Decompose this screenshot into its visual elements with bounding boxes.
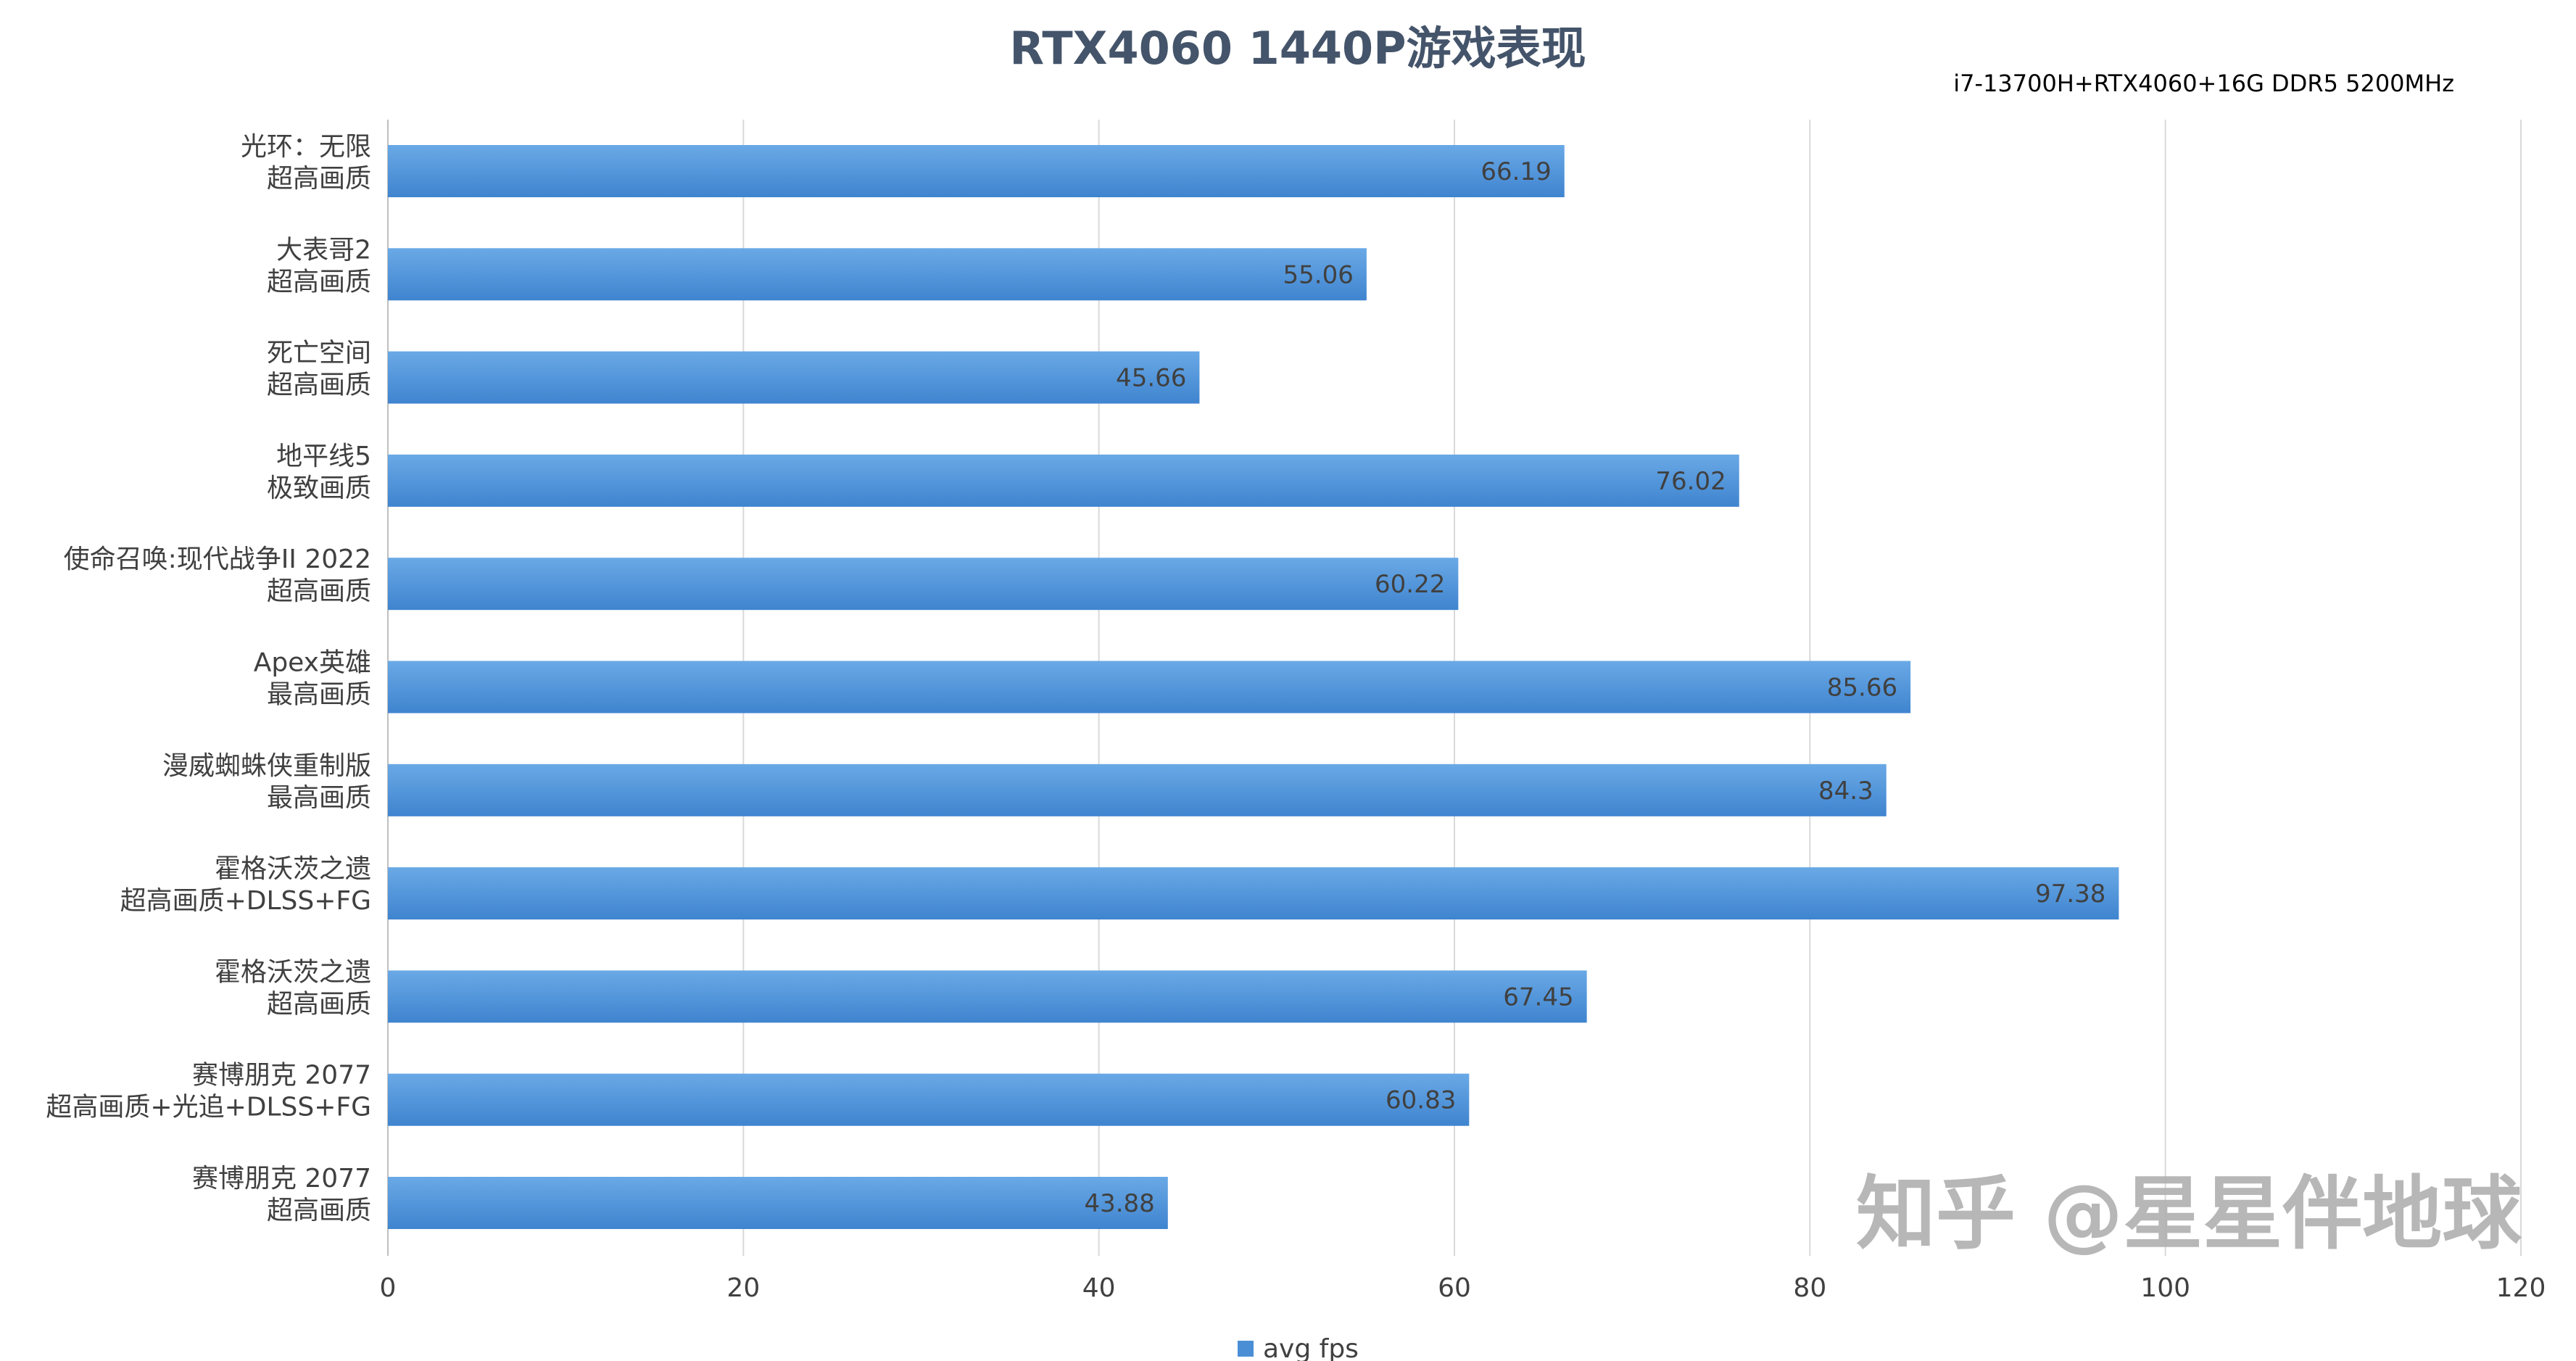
- data-label: 76.02: [1655, 467, 1726, 496]
- category-label: 赛博朋克 2077: [192, 1164, 371, 1194]
- category-label: 超高画质: [267, 267, 371, 297]
- data-label: 66.19: [1480, 157, 1551, 186]
- legend: avg fps: [1238, 1334, 1359, 1361]
- category-label: 极致画质: [267, 473, 371, 503]
- category-label: 霍格沃茨之遗: [215, 957, 371, 987]
- category-label: 超高画质: [267, 576, 371, 606]
- bars: 66.19 55.06 45.66 76.02 60.22 85.66 84.3 97.38 6…: [388, 145, 2119, 1229]
- x-tick-label: 60: [1438, 1273, 1471, 1303]
- data-label: 84.3: [1818, 777, 1873, 806]
- category-label: 赛博朋克 2077: [192, 1061, 371, 1091]
- category-label: 光环：无限: [241, 132, 371, 162]
- chart-subtitle: i7-13700H+RTX4060+16G DDR5 5200MHz: [1953, 70, 2454, 97]
- x-tick-label: 0: [380, 1273, 397, 1303]
- bar: [388, 764, 1887, 816]
- x-tick-label: 40: [1082, 1273, 1116, 1303]
- category-label: 地平线5: [276, 442, 371, 471]
- bar: [388, 1177, 1168, 1229]
- bar: [388, 1073, 1470, 1126]
- category-label: Apex英雄: [254, 648, 371, 678]
- data-label: 60.83: [1386, 1086, 1456, 1115]
- category-label: 使命召唤:现代战争II 2022: [64, 545, 371, 574]
- category-label: 漫威蜘蛛侠重制版: [162, 751, 371, 781]
- data-label: 85.66: [1827, 674, 1897, 703]
- category-label: 死亡空间: [267, 339, 371, 368]
- x-tick-label: 80: [1793, 1273, 1826, 1303]
- category-label: 超高画质: [267, 164, 371, 194]
- bar: [388, 454, 1739, 507]
- x-tick-label: 20: [726, 1273, 760, 1303]
- data-label: 67.45: [1503, 983, 1573, 1012]
- data-label: 60.22: [1375, 570, 1445, 599]
- data-label: 43.88: [1084, 1189, 1154, 1218]
- chart-title: RTX4060 1440P游戏表现: [1009, 22, 1586, 75]
- x-tick-label: 100: [2140, 1273, 2190, 1303]
- legend-label: avg fps: [1263, 1334, 1359, 1361]
- category-labels: 光环：无限超高画质大表哥2超高画质死亡空间超高画质地平线5极致画质使命召唤:现代…: [46, 132, 371, 1225]
- bar: [388, 867, 2119, 920]
- x-tick-label: 120: [2496, 1273, 2546, 1303]
- category-label: 最高画质: [267, 680, 371, 710]
- bar: [388, 248, 1367, 301]
- x-axis-ticks: 0 20 40 60 80 100 120: [380, 1273, 2546, 1303]
- category-label: 超高画质+DLSS+FG: [120, 886, 371, 916]
- bar: [388, 558, 1459, 611]
- category-label: 大表哥2: [276, 235, 371, 265]
- category-label: 超高画质: [267, 1196, 371, 1225]
- data-label: 97.38: [2035, 880, 2105, 909]
- legend-swatch: [1238, 1341, 1254, 1357]
- category-label: 超高画质: [267, 989, 371, 1019]
- category-label: 超高画质+光追+DLSS+FG: [46, 1093, 371, 1122]
- bar: [388, 970, 1587, 1023]
- data-label: 45.66: [1116, 364, 1186, 393]
- bar: [388, 351, 1200, 404]
- watermark: 知乎 @星星伴地球: [1856, 1167, 2522, 1260]
- data-label: 55.06: [1283, 260, 1354, 289]
- category-label: 超高画质: [267, 371, 371, 400]
- category-label: 最高画质: [267, 783, 371, 813]
- category-label: 霍格沃茨之遗: [215, 854, 371, 884]
- bar: [388, 145, 1565, 197]
- bar: [388, 661, 1911, 713]
